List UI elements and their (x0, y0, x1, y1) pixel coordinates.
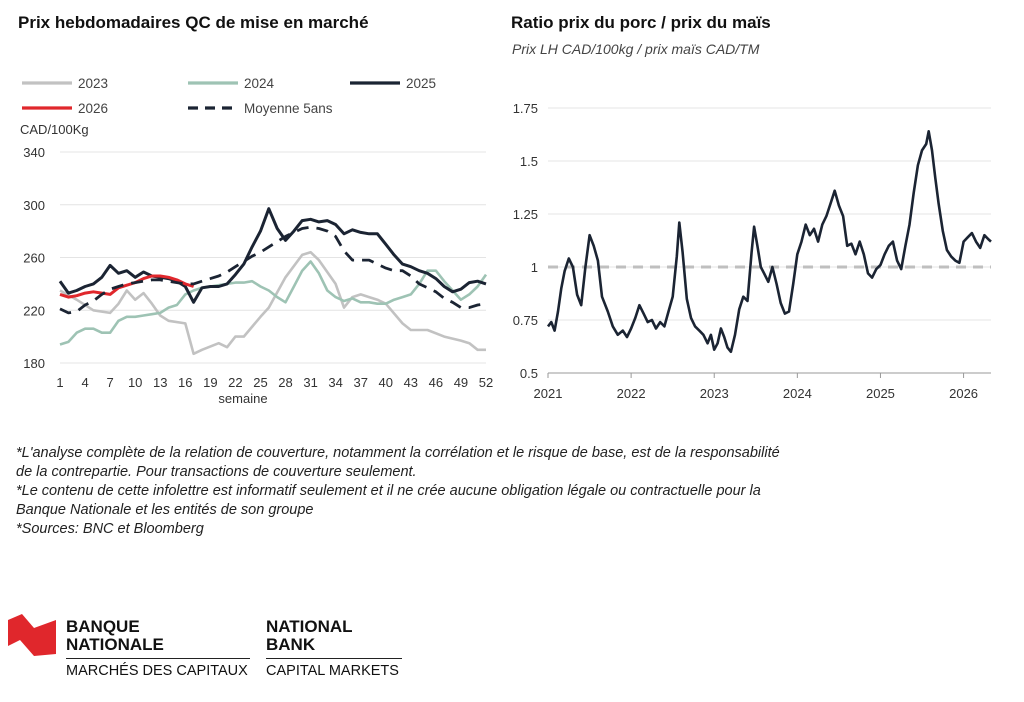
x-tick-label: 22 (228, 375, 242, 390)
series-line-2026 (59, 274, 195, 299)
legend-label: Moyenne 5ans (244, 101, 333, 116)
right-chart: 0.5 0.75 1 1.25 1.5 1.75 2021 2022 2023 2024 2025 2… (513, 101, 992, 401)
brand-fr-line2: NATIONALE (66, 635, 164, 654)
x-tick-label: 13 (153, 375, 167, 390)
x-tick-label: 2022 (617, 386, 646, 401)
x-tick-label: 43 (404, 375, 418, 390)
x-tick-label: 2026 (949, 386, 978, 401)
y-tick-label: 1.25 (513, 207, 538, 222)
x-tick-label: 28 (278, 375, 292, 390)
y-tick-label: 180 (23, 356, 45, 371)
x-tick-label: 1 (56, 375, 63, 390)
brand-en-line1: NATIONAL (266, 617, 353, 636)
x-tick-label: 25 (253, 375, 267, 390)
x-tick-label: 2023 (700, 386, 729, 401)
x-tick-label: 40 (379, 375, 393, 390)
y-axis-label: CAD/100Kg (20, 122, 89, 137)
x-tick-label: 52 (479, 375, 493, 390)
x-tick-label: 49 (454, 375, 468, 390)
brand-fr-line1: BANQUE (66, 617, 140, 636)
series-line-2025 (58, 207, 487, 304)
y-tick-label: 1.75 (513, 101, 538, 116)
x-tick-label: 2025 (866, 386, 895, 401)
brand-fr-sub: MARCHÉS DES CAPITAUX (66, 663, 248, 679)
x-tick-label: 31 (303, 375, 317, 390)
x-tick-label: 10 (128, 375, 142, 390)
y-tick-label: 1 (531, 260, 538, 275)
brand-en-line2: BANK (266, 635, 316, 654)
x-axis-label: semaine (218, 391, 267, 406)
y-tick-label: 340 (23, 145, 45, 160)
x-tick-label: 19 (203, 375, 217, 390)
legend-label: 2025 (406, 76, 436, 91)
national-bank-logo-icon (8, 614, 56, 656)
right-chart-subtitle: Prix LH CAD/100kg / prix maïs CAD/TM (512, 41, 760, 57)
x-tick-label: 2024 (783, 386, 812, 401)
brand-divider (66, 658, 250, 659)
x-tick-label: 37 (353, 375, 367, 390)
x-tick-label: 2021 (534, 386, 563, 401)
x-tick-label: 34 (328, 375, 342, 390)
note-line: *Sources: BNC et Bloomberg (16, 521, 204, 537)
y-tick-label: 1.5 (520, 154, 538, 169)
series-line-2023 (59, 250, 486, 356)
y-tick-label: 0.75 (513, 313, 538, 328)
x-tick-label: 46 (429, 375, 443, 390)
brand-en-sub: CAPITAL MARKETS (266, 663, 399, 679)
note-line: *Le contenu de cette infolettre est info… (16, 483, 761, 499)
y-tick-label: 260 (23, 251, 45, 266)
note-line: de la contrepartie. Pour transactions de… (16, 464, 417, 480)
series-line-ratio (546, 129, 992, 354)
y-tick-label: 220 (23, 303, 45, 318)
left-chart: 180 220 260 300 340 1 4 7 10 13 16 19 22 25 28 31 34 37 40… (20, 76, 493, 406)
legend-label: 2023 (78, 76, 108, 91)
note-line: *L'analyse complète de la relation de co… (16, 445, 780, 461)
legend-label: 2026 (78, 101, 108, 116)
x-tick-label: 7 (107, 375, 114, 390)
y-tick-label: 0.5 (520, 366, 538, 381)
right-chart-title: Ratio prix du porc / prix du maïs (511, 13, 771, 32)
note-line: Banque Nationale et les entités de son g… (16, 502, 314, 518)
brand-divider (266, 658, 402, 659)
y-tick-label: 300 (23, 198, 45, 213)
series-line-2024 (59, 260, 488, 346)
x-tick-label: 16 (178, 375, 192, 390)
x-tick-label: 4 (81, 375, 88, 390)
left-chart-title: Prix hebdomadaires QC de mise en marché (18, 13, 369, 32)
disclaimer-notes: *L'analyse complète de la relation de co… (16, 444, 916, 539)
legend-label: 2024 (244, 76, 275, 91)
